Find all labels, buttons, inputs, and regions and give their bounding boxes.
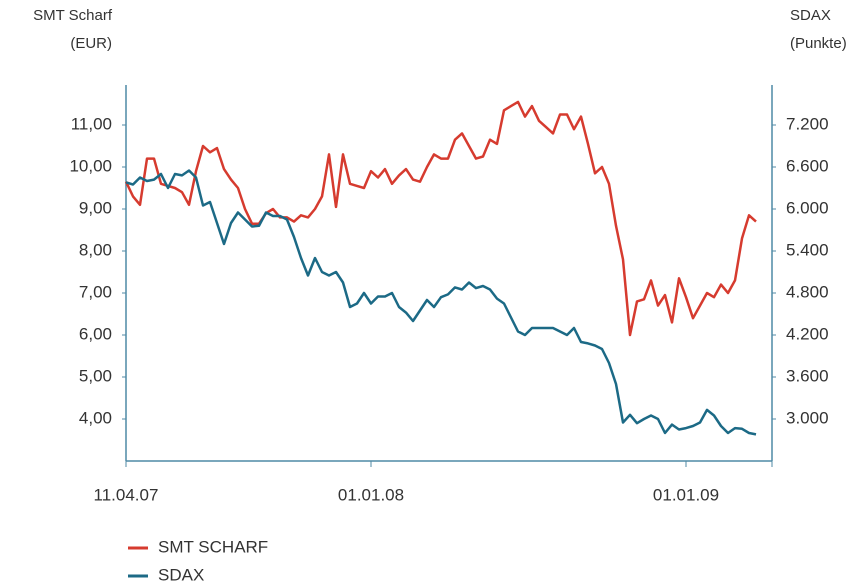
y-tick-label: 8,00 bbox=[79, 240, 112, 259]
y-axis-label: SMT Scharf bbox=[33, 7, 113, 24]
y-tick-label: 11,00 bbox=[71, 114, 112, 133]
line bbox=[125, 169, 757, 436]
y2-tick-label: 7.200 bbox=[786, 114, 829, 133]
y-tick-label: 10,00 bbox=[69, 156, 112, 175]
y2-tick-label: 4.800 bbox=[786, 282, 829, 301]
legend-label: SDAX bbox=[158, 565, 204, 584]
y2-tick-label: 6.600 bbox=[786, 156, 829, 175]
y2-tick-label: 3.600 bbox=[786, 366, 829, 385]
y2-tick-label: 6.000 bbox=[786, 198, 829, 217]
x-tick-label: 01.01.08 bbox=[338, 485, 404, 504]
x-tick-label: 01.01.09 bbox=[653, 485, 719, 504]
legend-label: SMT SCHARF bbox=[158, 537, 268, 556]
y-axis-label: (EUR) bbox=[70, 35, 112, 52]
y2-tick-label: 5.400 bbox=[786, 240, 829, 259]
line bbox=[124, 100, 757, 337]
y-tick-label: 4,00 bbox=[79, 408, 112, 427]
y2-axis-label: (Punkte) bbox=[790, 35, 847, 52]
y-tick-label: 6,00 bbox=[79, 324, 112, 343]
y-tick-label: 9,00 bbox=[79, 198, 112, 217]
y-tick-label: 7,00 bbox=[79, 282, 112, 301]
y2-tick-label: 4.200 bbox=[786, 324, 829, 343]
x-tick-label: 11.04.07 bbox=[94, 485, 159, 504]
y2-tick-label: 3.000 bbox=[786, 408, 829, 427]
y-tick-label: 5,00 bbox=[79, 366, 112, 385]
y2-axis-label: SDAX bbox=[790, 7, 831, 24]
